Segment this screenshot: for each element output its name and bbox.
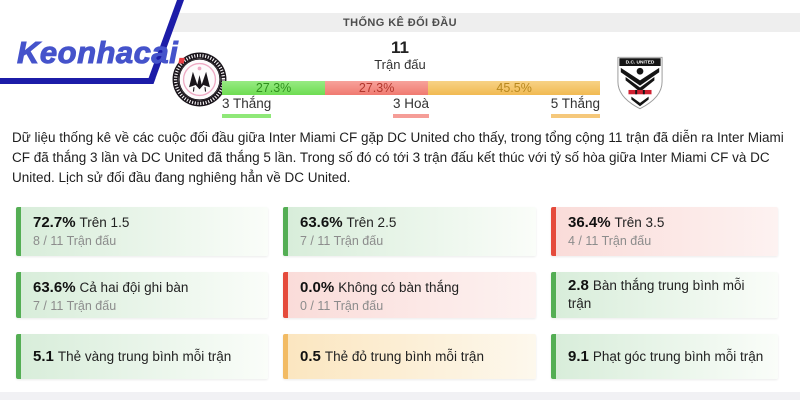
stat-card: 36.4% Trên 3.5 4 / 11 Trận đấu [551,207,778,256]
stat-card-headline: 72.7% Trên 1.5 [33,214,260,232]
stat-value: 0.5 [300,347,321,365]
stat-value: 9.1 [568,347,589,365]
stat-value: 63.6% [33,279,76,296]
matches-label: Trận đấu [374,57,426,72]
stat-subtext: 7 / 11 Trận đấu [300,234,384,248]
stat-label: Trên 1.5 [79,215,130,230]
stat-card: 63.6% Trên 2.5 7 / 11 Trận đấu [283,207,536,256]
stat-label: Trên 2.5 [346,215,397,230]
bar-segment-draws: 27.3% [325,81,429,95]
stat-card-headline: 5.1 Thẻ vàng trung bình mỗi trận [33,348,231,366]
stat-card-headline: 9.1 Phạt góc trung bình mỗi trận [568,348,763,366]
stat-label: Thẻ vàng trung bình mỗi trận [57,348,232,364]
stat-value: 0.0% [300,279,335,296]
stat-label: Không có bàn thắng [338,280,460,295]
inter-miami-logo [172,52,227,107]
stat-card-headline: 36.4% Trên 3.5 [568,214,770,232]
legend-draws: 3 Hoà [392,96,430,118]
dc-shield-text: D.C. UNITED [626,60,655,66]
bottom-divider [0,392,800,400]
stat-subtext: 0 / 11 Trận đấu [300,299,384,313]
logo-dot: . [178,35,188,71]
stat-value: 72.7% [33,214,76,231]
section-title: THỐNG KÊ ĐỐI ĐẦU [343,16,457,29]
stat-card-headline: 63.6% Trên 2.5 [300,214,528,232]
stat-card: 9.1 Phạt góc trung bình mỗi trận [551,334,778,379]
legend-home-wins: 3 Thắng [222,96,272,118]
stat-label: Thẻ đỏ trung bình mỗi trận [324,348,484,364]
h2h-legend: 3 Thắng 3 Hoà 5 Thắng [222,96,600,122]
stat-card-headline: 2.8 Bàn thắng trung bình mỗi trận [568,277,770,313]
stat-label: Cả hai đội ghi bàn [79,280,189,295]
keonhacai-logo[interactable]: Keonhacai. [16,35,188,71]
stat-card: 63.6% Cả hai đội ghi bàn 7 / 11 Trận đấu [16,272,268,318]
stat-card-headline: 0.5 Thẻ đỏ trung bình mỗi trận [300,348,484,366]
stat-subtext: 8 / 11 Trận đấu [33,234,117,248]
bar-segment-away-wins: 45.5% [428,81,601,95]
stat-value: 5.1 [33,347,54,365]
stat-card: 2.8 Bàn thắng trung bình mỗi trận [551,272,778,318]
h2h-summary-text: Dữ liệu thống kê về các cuộc đối đầu giữ… [12,130,784,185]
stats-cards-grid: 72.7% Trên 1.5 8 / 11 Trận đấu 63.6% Trên 2.… [16,207,778,379]
stat-card-headline: 0.0% Không có bàn thắng [300,279,528,297]
stat-subtext: 4 / 11 Trận đấu [568,234,652,248]
matches-count: 11 [391,38,409,57]
stat-card: 0.5 Thẻ đỏ trung bình mỗi trận [283,334,536,379]
stat-label: Trên 3.5 [614,215,665,230]
section-header: THỐNG KÊ ĐỐI ĐẦU [0,13,800,32]
logo-word: Keonhacai [16,35,179,71]
stat-card: 5.1 Thẻ vàng trung bình mỗi trận [16,334,268,379]
dc-united-logo: D.C. UNITED [617,56,663,110]
stat-card: 72.7% Trên 1.5 8 / 11 Trận đấu [16,207,268,256]
h2h-result-bar: 27.3% 27.3% 45.5% [222,81,601,95]
stat-value: 36.4% [568,214,611,231]
stat-label: Phạt góc trung bình mỗi trận [592,348,764,364]
stat-label: Bàn thắng trung bình mỗi trận [568,278,745,311]
legend-away-wins: 5 Thắng [550,96,600,118]
bar-segment-pct: 27.3% [358,81,395,95]
stat-value: 63.6% [300,214,343,231]
bar-segment-pct: 45.5% [496,81,532,95]
stat-card: 0.0% Không có bàn thắng 0 / 11 Trận đấu [283,272,536,318]
stat-subtext: 7 / 11 Trận đấu [33,299,117,313]
stat-value: 2.8 [568,277,589,294]
bar-segment-home-wins: 27.3% [222,81,326,95]
bar-segment-pct: 27.3% [255,81,292,95]
stat-card-headline: 63.6% Cả hai đội ghi bàn [33,279,260,297]
